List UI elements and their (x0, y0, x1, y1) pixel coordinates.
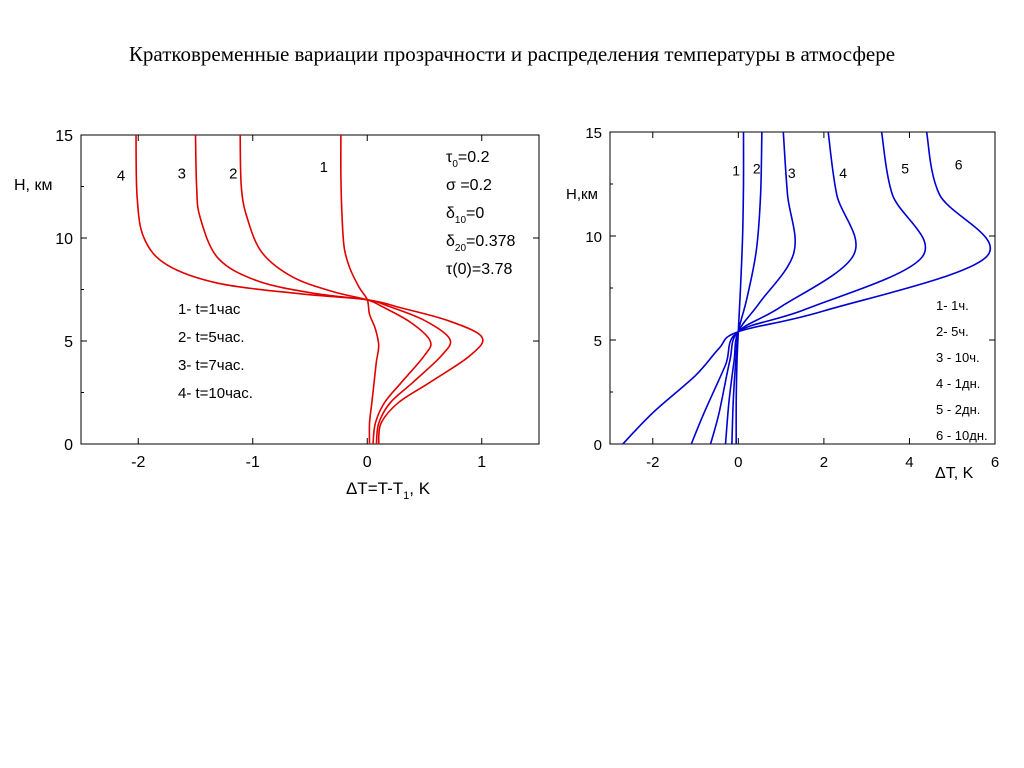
y-tick-label: 5 (594, 333, 602, 350)
legend-entry: 4 - 1дн. (936, 376, 980, 391)
curve-label: 5 (901, 161, 909, 177)
x-tick-label: 1 (477, 454, 486, 471)
legend-entry: 3 - 10ч. (936, 350, 980, 365)
series-line-2 (239, 135, 432, 444)
series-line-4 (135, 135, 484, 444)
parameter-label: τ0=0.2 (446, 149, 490, 170)
legend-entry: 4- t=10час. (178, 385, 253, 402)
parameter-label: δ20=0.378 (446, 233, 516, 254)
slide-title: Кратковременные вариации прозрачности и … (128, 42, 896, 66)
curve-label: 2 (753, 161, 761, 177)
x-tick-label: -2 (646, 454, 659, 471)
x-tick-label: -2 (131, 454, 145, 471)
series-line-1 (340, 135, 380, 444)
legend-entry: 3- t=7час. (178, 357, 245, 374)
x-tick-label: -1 (246, 454, 260, 471)
series-line-2 (731, 132, 763, 444)
x-tick-label: 0 (734, 454, 742, 471)
series-line-5 (690, 132, 927, 444)
series-line-3 (724, 132, 796, 444)
legend-entry: 2- 5ч. (936, 324, 969, 339)
curve-label: 6 (955, 156, 963, 172)
parameter-label: σ =0.2 (446, 177, 492, 194)
series-line-6 (622, 132, 991, 444)
x-tick-label: 2 (820, 454, 828, 471)
x-tick-label: 6 (991, 454, 999, 471)
curve-label: 3 (178, 165, 186, 182)
parameter-label: δ10=0 (446, 205, 484, 226)
legend-entry: 1- t=1час (178, 301, 241, 318)
y-tick-label: 15 (55, 128, 73, 145)
x-tick-label: 0 (363, 454, 372, 471)
curve-label: 4 (117, 167, 125, 184)
plot-frame (609, 131, 996, 445)
series-line-4 (709, 132, 857, 444)
y-axis-label: H, км (14, 177, 52, 194)
curve-label: 3 (788, 165, 796, 181)
y-tick-label: 15 (585, 125, 602, 142)
series-line-3 (194, 135, 452, 444)
curve-label: 1 (732, 163, 740, 179)
y-tick-label: 5 (64, 334, 73, 351)
y-tick-label: 0 (594, 437, 602, 454)
curve-label: 4 (839, 165, 847, 181)
series-line-1 (735, 132, 745, 444)
x-axis-label: ΔT, K (935, 465, 974, 482)
legend-entry: 2- t=5час. (178, 329, 245, 346)
curve-label: 1 (320, 159, 328, 176)
y-tick-label: 10 (55, 231, 73, 248)
y-tick-label: 0 (64, 437, 73, 454)
legend-entry: 1- 1ч. (936, 298, 969, 313)
y-axis-label: H,км (566, 186, 598, 203)
parameter-label: τ(0)=3.78 (446, 261, 512, 278)
legend-entry: 6 - 10дн. (936, 428, 988, 443)
curve-label: 2 (229, 165, 237, 182)
x-tick-label: 4 (905, 454, 913, 471)
legend-entry: 5 - 2дн. (936, 402, 980, 417)
x-axis-label: ΔT=T-T1, K (346, 479, 431, 502)
y-tick-label: 10 (585, 229, 602, 246)
